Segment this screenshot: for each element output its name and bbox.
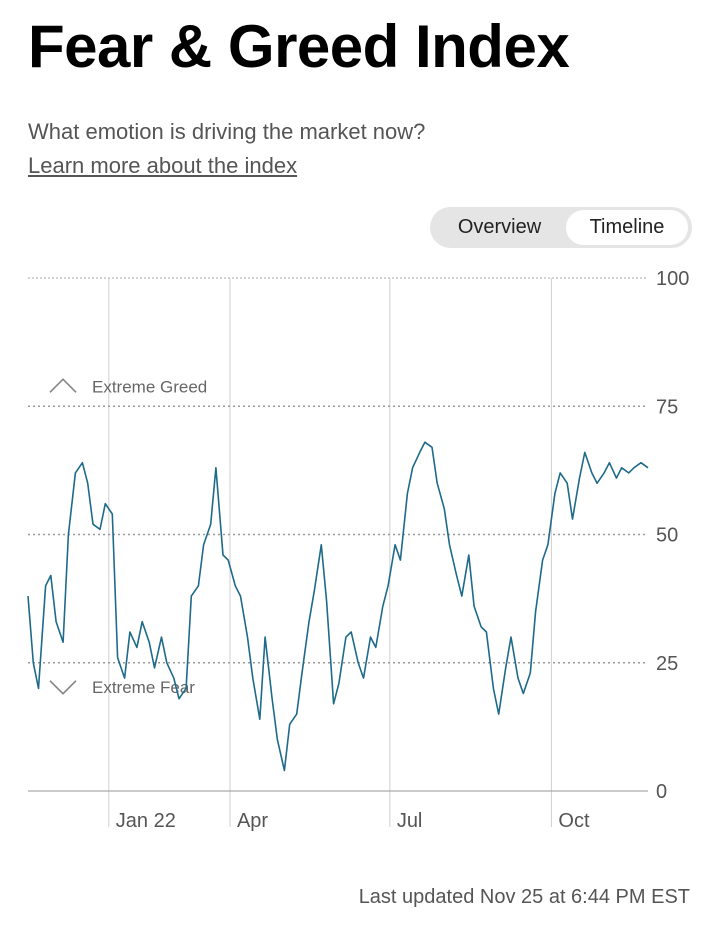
x-tick-label: Jan 22 (116, 810, 176, 832)
y-tick-label: 100 (656, 268, 689, 290)
view-toggle: Overview Timeline (430, 207, 692, 248)
band-label-fear: Extreme Fear (92, 678, 195, 697)
chevron-up-icon (49, 378, 77, 393)
x-tick-label: Jul (397, 810, 423, 832)
learn-more-link[interactable]: Learn more about the index (28, 153, 298, 178)
y-tick-label: 50 (656, 525, 678, 547)
y-tick-label: 0 (656, 781, 667, 803)
band-label-greed: Extreme Greed (92, 377, 207, 396)
x-tick-label: Oct (558, 810, 590, 832)
fear-greed-series-line (27, 441, 649, 772)
fear-greed-timeline-chart: Jan 22 Apr Jul Oct 0 25 50 75 100 Extreme Greed Ex… (27, 268, 689, 832)
overview-tab[interactable]: Overview (457, 216, 542, 238)
page-title: Fear & Greed Index (28, 13, 570, 80)
x-tick-label: Apr (237, 810, 268, 832)
timeline-tab[interactable]: Timeline (566, 210, 688, 245)
chevron-down-icon (49, 680, 77, 695)
y-tick-label: 25 (656, 653, 678, 675)
last-updated-text: Last updated Nov 25 at 6:44 PM EST (358, 886, 690, 908)
y-tick-label: 75 (656, 396, 678, 418)
page-subtitle: What emotion is driving the market now? (28, 119, 426, 144)
